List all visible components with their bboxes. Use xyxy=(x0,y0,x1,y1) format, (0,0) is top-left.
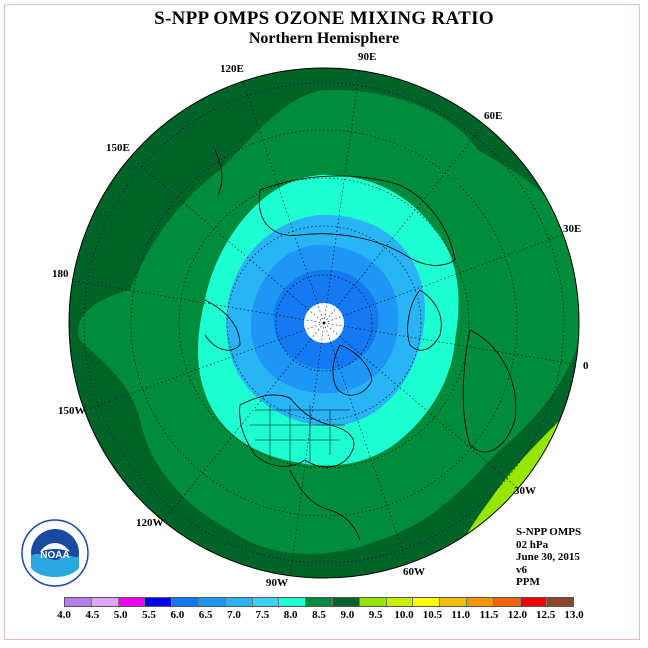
lon-label-30e: 30E xyxy=(563,223,582,235)
colorbar-swatch xyxy=(118,598,146,606)
lon-label-60w: 60W xyxy=(403,566,425,578)
lon-label-60e: 60E xyxy=(484,110,503,122)
colorbar-swatch xyxy=(198,598,226,606)
colorbar-swatch xyxy=(145,598,173,606)
info-level: 02 hPa xyxy=(516,538,549,551)
chart-title: S-NPP OMPS OZONE MIXING RATIO xyxy=(154,8,494,29)
colorbar-swatch xyxy=(413,598,441,606)
colorbar-swatch xyxy=(225,598,253,606)
lon-label-90e: 90E xyxy=(358,51,377,63)
colorbar-tick-label: 5.0 xyxy=(113,609,128,621)
colorbar-tick-label: 9.5 xyxy=(368,609,383,621)
colorbar-swatch xyxy=(520,598,548,606)
info-units: PPM xyxy=(516,576,540,588)
colorbar-swatch xyxy=(332,598,360,606)
colorbar-tick-label: 4.5 xyxy=(85,609,100,621)
colorbar-tick-label: 8.0 xyxy=(283,609,298,621)
colorbar-swatch xyxy=(279,598,307,606)
chart-subtitle: Northern Hemisphere xyxy=(248,30,400,47)
lon-label-150e: 150E xyxy=(106,142,130,154)
lon-label-150w: 150W xyxy=(58,405,86,417)
colorbar-tick-label: 11.5 xyxy=(479,609,499,621)
colorbar-tick-label: 13.0 xyxy=(564,609,584,621)
colorbar-tick-label: 7.5 xyxy=(255,609,270,621)
colorbar-tick-label: 6.5 xyxy=(198,609,213,621)
colorbar-tick-label: 4.0 xyxy=(57,609,71,621)
colorbar-tick-label: 5.5 xyxy=(142,609,156,621)
colorbar-tick-label: 8.5 xyxy=(312,609,326,621)
colorbar-swatch xyxy=(547,598,574,606)
lon-label-120w: 120W xyxy=(136,517,164,529)
noaa-logo: NOAA xyxy=(21,519,89,587)
colorbar-tick-label: 12.5 xyxy=(536,609,556,621)
info-block: S-NPP OMPS 02 hPa June 30, 2015 v6 PPM xyxy=(516,526,581,589)
lon-label-120e: 120E xyxy=(220,63,244,75)
coastline-greenland xyxy=(332,344,373,396)
colorbar-swatch xyxy=(91,598,119,606)
colorbar-swatch xyxy=(172,598,199,606)
colorbar-swatch xyxy=(65,598,92,606)
info-date: June 30, 2015 xyxy=(516,551,580,563)
coastline-japan xyxy=(214,149,223,196)
coastline-europe xyxy=(407,289,442,351)
map-border xyxy=(68,67,580,579)
colorbar-swatch xyxy=(466,598,494,606)
info-instrument: S-NPP OMPS xyxy=(516,526,582,538)
lon-label-0: 0 xyxy=(583,360,589,372)
colorbar-tick-label: 11.0 xyxy=(451,609,470,621)
colorbar-tick-label: 9.0 xyxy=(340,609,355,621)
logo-text: NOAA xyxy=(40,550,69,561)
colorbar-swatch xyxy=(306,598,333,606)
coastline-africa xyxy=(462,329,517,453)
lon-label-30w: 30W xyxy=(514,485,536,497)
colorbar-tick-label: 12.0 xyxy=(507,609,527,621)
colorbar-swatch xyxy=(252,598,280,606)
colorbar-tick-label: 7.0 xyxy=(227,609,241,621)
lon-label-90w: 90W xyxy=(266,577,288,589)
lon-label-180: 180 xyxy=(52,268,69,280)
coastline-central-america xyxy=(289,469,361,541)
colorbar-tick-label: 10.0 xyxy=(394,609,414,621)
colorbar xyxy=(64,597,574,607)
coastline-alaska xyxy=(204,299,241,351)
coastline-asia xyxy=(258,175,456,266)
colorbar-swatch xyxy=(440,598,467,606)
colorbar-swatch xyxy=(359,598,387,606)
colorbar-tick-label: 6.0 xyxy=(170,609,185,621)
figure-frame xyxy=(4,4,640,640)
info-version: v6 xyxy=(516,563,527,576)
coastline-north-america xyxy=(239,394,355,468)
colorbar-tick-label: 10.5 xyxy=(422,609,442,621)
colorbar-swatch xyxy=(493,598,521,606)
colorbar-swatch xyxy=(386,598,414,606)
